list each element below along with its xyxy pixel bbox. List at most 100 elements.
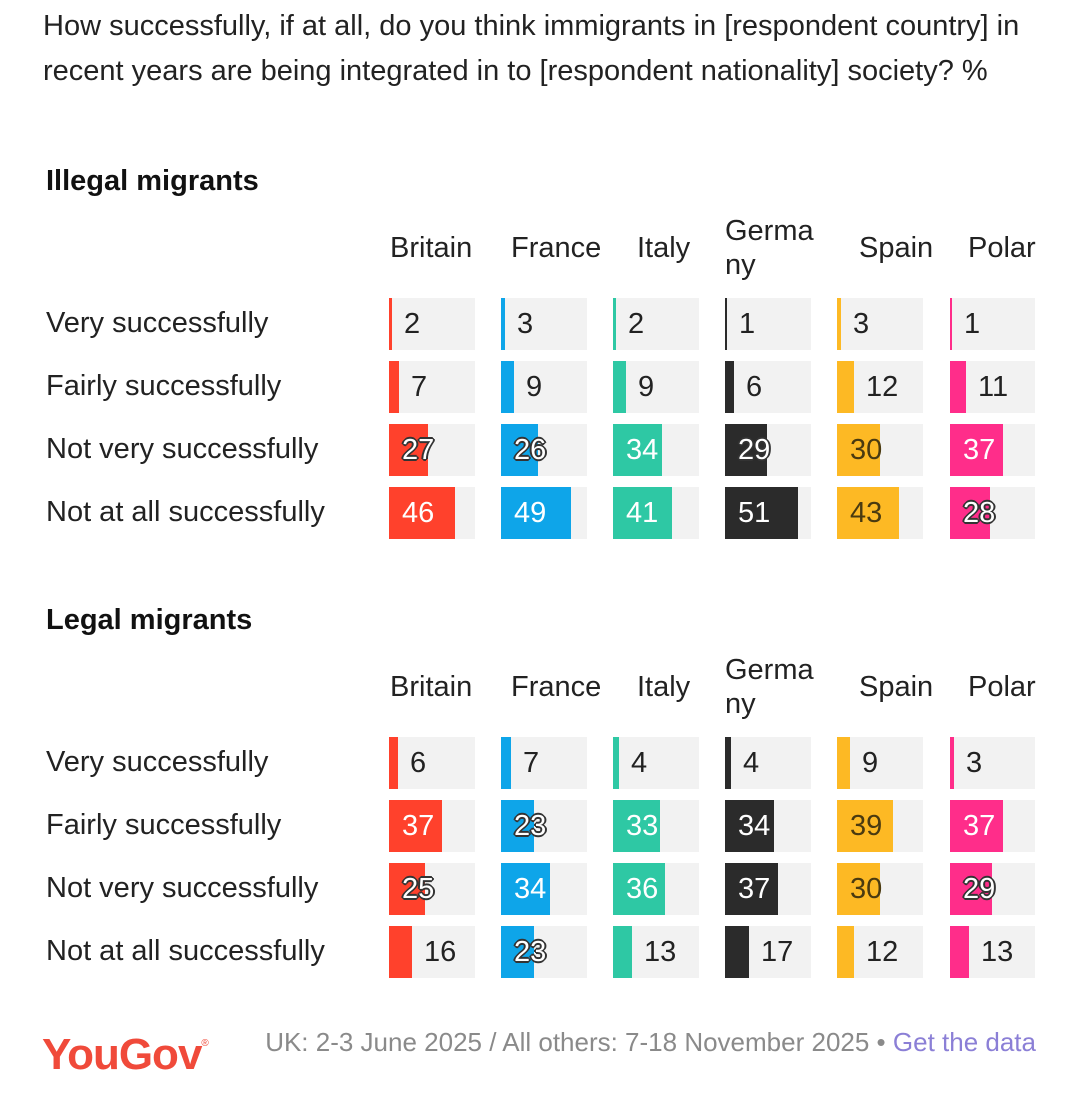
bar-italy [613, 737, 619, 789]
bar-cell: 34 [613, 424, 699, 476]
bar-spain [837, 361, 854, 413]
data-label: 51 [738, 497, 771, 529]
data-label: 6 [410, 747, 427, 779]
bar-poland [950, 424, 1003, 476]
bar-poland [950, 737, 954, 789]
bar-cell: 51 [725, 487, 811, 539]
logo-text: YouGov [42, 1030, 202, 1079]
column-header-britain: Britain [390, 232, 473, 264]
data-label: 39 [850, 810, 883, 842]
column-header-france: France [511, 671, 602, 703]
data-label: 30 [850, 873, 883, 905]
bar-cell: 37 [389, 800, 475, 852]
column-header-france: France [511, 232, 602, 264]
bar-spain [837, 487, 899, 539]
data-label: 9 [526, 371, 543, 403]
data-label: 34 [626, 434, 659, 466]
get-the-data-link[interactable]: Get the data [892, 1027, 1036, 1057]
data-label: 30 [850, 434, 883, 466]
bar-cell: 3 [501, 298, 587, 350]
bar-italy [613, 298, 616, 350]
bar-cell: 33 [613, 800, 699, 852]
data-label: 4 [743, 747, 760, 779]
bar-cell: 2 [389, 298, 475, 350]
bar-cell: 13 [950, 926, 1035, 978]
bar-cell: 34 [501, 863, 587, 915]
bar-cell: 3 [837, 298, 923, 350]
data-label: 37 [738, 873, 771, 905]
section-title-legal: Legal migrants [46, 604, 253, 636]
data-label: 1 [739, 308, 756, 340]
data-label: 3 [966, 747, 983, 779]
bar-poland [950, 863, 992, 915]
column-header-germany: Germa ny [725, 654, 814, 720]
bar-cell: 36 [613, 863, 699, 915]
data-label: 34 [738, 810, 771, 842]
bar-cell: 34 [725, 800, 811, 852]
data-label: 36 [626, 873, 659, 905]
bar-cell: 39 [837, 800, 923, 852]
bar-cell: 29 [725, 424, 811, 476]
row-label-fairly-successfully: Fairly successfully [46, 809, 282, 841]
data-label: 43 [850, 497, 883, 529]
data-label: 12 [866, 936, 899, 968]
bar-germany [725, 863, 778, 915]
bar-cell: 17 [725, 926, 811, 978]
data-label: 46 [402, 497, 435, 529]
bar-france [501, 298, 505, 350]
bar-cell: 6 [389, 737, 475, 789]
data-label: 11 [978, 371, 1009, 403]
bar-cell: 16 [389, 926, 475, 978]
data-label: 26 [514, 434, 547, 466]
row-label-very-successfully: Very successfully [46, 307, 269, 339]
bar-cell: 23 [501, 926, 587, 978]
bar-cell: 27 [389, 424, 475, 476]
data-label: 25 [402, 873, 435, 905]
data-label: 33 [626, 810, 659, 842]
bar-italy [613, 863, 665, 915]
data-label: 2 [628, 308, 645, 340]
column-header-spain: Spain [859, 671, 934, 703]
row-label-fairly-successfully: Fairly successfully [46, 370, 282, 402]
section-title-illegal: Illegal migrants [46, 165, 259, 197]
bar-cell: 13 [613, 926, 699, 978]
bar-spain [837, 298, 841, 350]
data-label: 28 [963, 497, 996, 529]
bar-cell: 11 [950, 361, 1035, 413]
bar-cell: 49 [501, 487, 587, 539]
bar-germany [725, 361, 734, 413]
bar-cell: 6 [725, 361, 811, 413]
bar-poland [950, 361, 966, 413]
data-label: 9 [638, 371, 655, 403]
data-label: 2 [404, 308, 421, 340]
bar-france [501, 863, 550, 915]
bar-cell: 12 [837, 926, 923, 978]
row-label-not-at-all-successfully: Not at all successfully [46, 935, 325, 967]
bar-britain [389, 737, 398, 789]
bar-germany [725, 424, 767, 476]
bar-italy [613, 926, 632, 978]
bar-france [501, 487, 571, 539]
bar-cell: 9 [501, 361, 587, 413]
data-label: 3 [853, 308, 870, 340]
bar-italy [613, 487, 672, 539]
bar-britain [389, 361, 399, 413]
bar-cell: 41 [613, 487, 699, 539]
bar-britain [389, 424, 428, 476]
data-label: 9 [862, 747, 879, 779]
data-label: 23 [514, 936, 547, 968]
column-header-italy: Italy [637, 671, 691, 703]
bar-cell: 12 [837, 361, 923, 413]
bar-germany [725, 926, 749, 978]
bar-cell: 29 [950, 863, 1035, 915]
column-header-poland: Polar [968, 671, 1036, 703]
bar-france [501, 926, 534, 978]
bar-spain [837, 863, 880, 915]
bar-cell: 7 [501, 737, 587, 789]
bar-france [501, 800, 534, 852]
bar-cell: 7 [389, 361, 475, 413]
column-header-poland: Polar [968, 232, 1036, 264]
bar-cell: 46 [389, 487, 475, 539]
data-label: 1 [964, 308, 981, 340]
data-label: 13 [644, 936, 677, 968]
